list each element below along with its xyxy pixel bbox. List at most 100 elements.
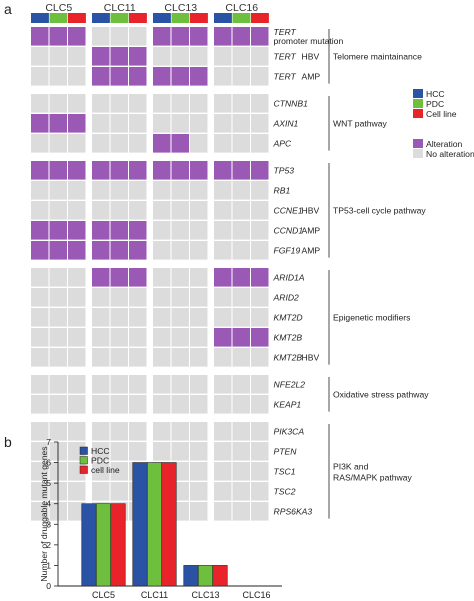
heatmap-cell [92,201,110,220]
legend-label: PDC [91,456,109,466]
heatmap-cell [153,328,171,347]
heatmap-cell [92,268,110,287]
heatmap-cell [171,47,189,66]
heatmap-cell [171,308,189,327]
heatmap-cell [110,482,128,501]
model-bar [251,13,269,23]
heatmap-cell [68,221,86,240]
bar [161,462,177,587]
heatmap-cell [214,201,232,220]
heatmap-cell [31,47,49,66]
heatmap-cell [129,67,147,86]
heatmap-cell [251,308,269,327]
gene-label: KMT2D [274,312,303,322]
heatmap-cell [251,482,269,501]
heatmap-cell [232,348,250,367]
heatmap-cell [251,181,269,200]
heatmap-cell [68,422,86,441]
model-bar [68,13,86,23]
heatmap-cell [214,94,232,113]
heatmap-cell [214,181,232,200]
gene-label: KMT2B [274,352,303,362]
heatmap-cell [129,181,147,200]
heatmap-cell [214,288,232,307]
heatmap-cell [92,161,110,180]
heatmap-cell [214,502,232,521]
heatmap-cell [153,308,171,327]
heatmap-cell [232,288,250,307]
heatmap-cell [232,395,250,414]
heatmap-cell [68,268,86,287]
heatmap-cell [110,328,128,347]
heatmap-cell [110,181,128,200]
panel-b-label: b [4,434,12,450]
heatmap-cell [153,181,171,200]
heatmap-cell [68,47,86,66]
heatmap-cell [232,328,250,347]
heatmap-cell [68,27,86,46]
heatmap-cell [92,348,110,367]
heatmap-cell [190,161,208,180]
heatmap-cell [110,27,128,46]
heatmap-cell [171,134,189,153]
heatmap-cell [31,221,49,240]
heatmap-cell [214,114,232,133]
heatmap-cell [129,288,147,307]
heatmap-cell [171,422,189,441]
gene-label: APC [273,138,292,148]
heatmap-cell [251,375,269,394]
legend-swatch [413,149,423,158]
model-bar [214,13,232,23]
heatmap-cell [129,161,147,180]
legend-swatch [79,456,88,465]
heatmap-cell [214,308,232,327]
heatmap-cell [190,308,208,327]
heatmap-cell [31,241,49,260]
heatmap-cell [92,308,110,327]
heatmap-cell [251,161,269,180]
heatmap-cell [68,348,86,367]
heatmap-cell [68,308,86,327]
pathway-label: Epigenetic modifiers [333,312,410,322]
heatmap-cell [190,241,208,260]
heatmap-cell [153,27,171,46]
heatmap-cell [129,422,147,441]
heatmap-cell [251,134,269,153]
heatmap-cell [251,502,269,521]
gene-label: KEAP1 [274,399,302,409]
heatmap-cell [190,375,208,394]
heatmap-cell [153,134,171,153]
heatmap-cell [171,442,189,461]
gene-label: PTEN [274,446,298,456]
heatmap-cell [68,134,86,153]
heatmap-cell [31,114,49,133]
heatmap-cell [190,94,208,113]
legend-swatch [79,465,88,474]
gene-label: PIK3CA [274,426,305,436]
gene-label: TSC1 [274,466,296,476]
heatmap-cell [171,181,189,200]
sample-header: CLC16 [225,2,258,14]
heatmap-cell [68,395,86,414]
bar [95,503,112,587]
heatmap-cell [92,114,110,133]
heatmap-cell [49,395,67,414]
heatmap-cell [232,375,250,394]
heatmap-cell [232,241,250,260]
heatmap-cell [153,395,171,414]
heatmap-cell [232,134,250,153]
heatmap-cell [68,201,86,220]
y-tick-label: 1 [46,560,51,570]
heatmap-cell [110,67,128,86]
heatmap-cell [31,442,49,461]
legend-swatch [413,109,423,118]
heatmap-cell [92,241,110,260]
pathway-label: Oxidative stress pathway [333,389,429,399]
model-bar [92,13,110,23]
model-bar [49,13,68,23]
heatmap-cell [251,395,269,414]
x-tick-label: CLC13 [191,590,219,600]
heatmap-cell [68,94,86,113]
heatmap-cell [232,201,250,220]
